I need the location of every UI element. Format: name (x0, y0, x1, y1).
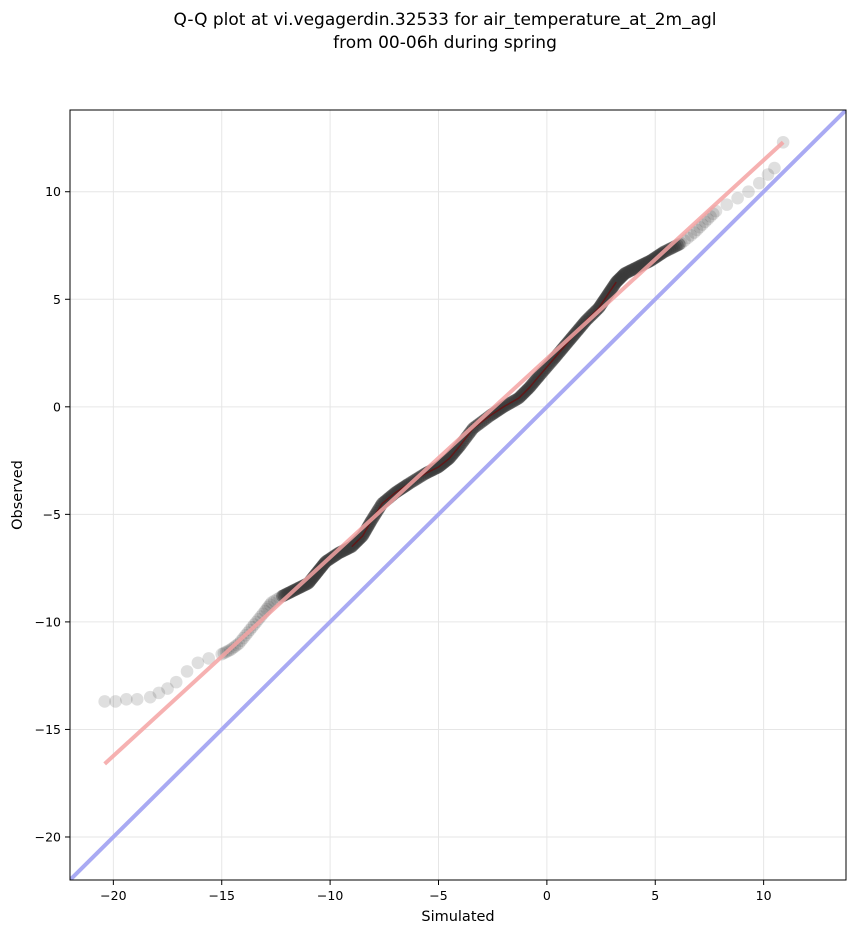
grid-lines (70, 110, 846, 880)
quantile-point-349 (720, 198, 734, 211)
quantile-point-301 (620, 266, 633, 280)
quantile-point-298 (616, 269, 630, 282)
y-tick-label-0: −20 (35, 829, 61, 844)
quantile-point-4 (143, 690, 157, 704)
quantile-point-66 (310, 566, 324, 579)
quantile-point-300 (618, 267, 632, 280)
quantile-point-306 (627, 262, 640, 276)
quantile-point-303 (622, 265, 636, 278)
x-tick-label-3: −5 (429, 888, 447, 903)
y-tick-label-5: 5 (53, 292, 61, 307)
chart-title-line-1: Q-Q plot at vi.vegagerdin.32533 for air_… (173, 10, 716, 30)
quantile-point-340 (687, 226, 701, 239)
quantile-point-5 (152, 686, 166, 700)
y-tick-label-4: 0 (53, 399, 61, 414)
plot-area: −20 −15 −10 −5 0 5 10 −20 −15 −10 −5 0 5 10 (35, 109, 847, 903)
quantile-point-10 (202, 652, 216, 665)
quantile-point-296 (614, 270, 628, 284)
quantile-point-1 (109, 695, 122, 708)
quantile-point-7 (169, 675, 183, 689)
quantile-point-8 (180, 665, 194, 678)
y-axis-label: Observed (10, 460, 26, 530)
quantile-point-299 (617, 268, 631, 281)
quantile-point-308 (630, 261, 643, 275)
identity-line (70, 110, 846, 880)
x-axis-ticks: −20 −15 −10 −5 0 5 10 (100, 880, 772, 903)
quantile-point-2 (120, 693, 133, 706)
quantile-point-350 (731, 191, 744, 205)
x-tick-label-5: 5 (651, 888, 659, 903)
y-tick-label-2: −10 (35, 614, 61, 629)
x-axis-label: Simulated (421, 909, 494, 925)
y-axis-ticks: −20 −15 −10 −5 0 5 10 (35, 184, 70, 844)
quantile-point-302 (621, 265, 635, 279)
plot-content (70, 110, 846, 880)
fit-line (103, 140, 785, 766)
quantile-point-0 (98, 695, 111, 708)
quantile-point-305 (625, 263, 639, 277)
x-tick-label-6: 10 (756, 888, 772, 903)
chart-title-line-2: from 00-06h during spring (333, 33, 557, 53)
quantile-point-9 (191, 656, 205, 670)
plot-frame (69, 109, 847, 881)
x-tick-label-1: −15 (209, 888, 235, 903)
x-tick-label-0: −20 (100, 888, 126, 903)
quantile-point-354 (768, 161, 781, 175)
quantile-point-3 (130, 693, 144, 706)
quantile-point-42 (280, 587, 294, 601)
quantile-point-307 (628, 262, 642, 275)
y-tick-label-6: 10 (45, 184, 61, 199)
x-tick-label-4: 0 (543, 888, 551, 903)
quantile-point-295 (613, 271, 627, 285)
y-tick-label-3: −5 (43, 507, 61, 522)
x-tick-label-2: −10 (317, 888, 343, 903)
quantile-point-6 (161, 682, 174, 695)
quantile-point-352 (752, 176, 766, 190)
y-tick-label-1: −15 (35, 722, 61, 737)
quantile-point-353 (761, 168, 775, 181)
quantile-point-304 (624, 264, 637, 277)
quantile-point-297 (615, 270, 629, 283)
quantile-point-351 (742, 185, 755, 199)
